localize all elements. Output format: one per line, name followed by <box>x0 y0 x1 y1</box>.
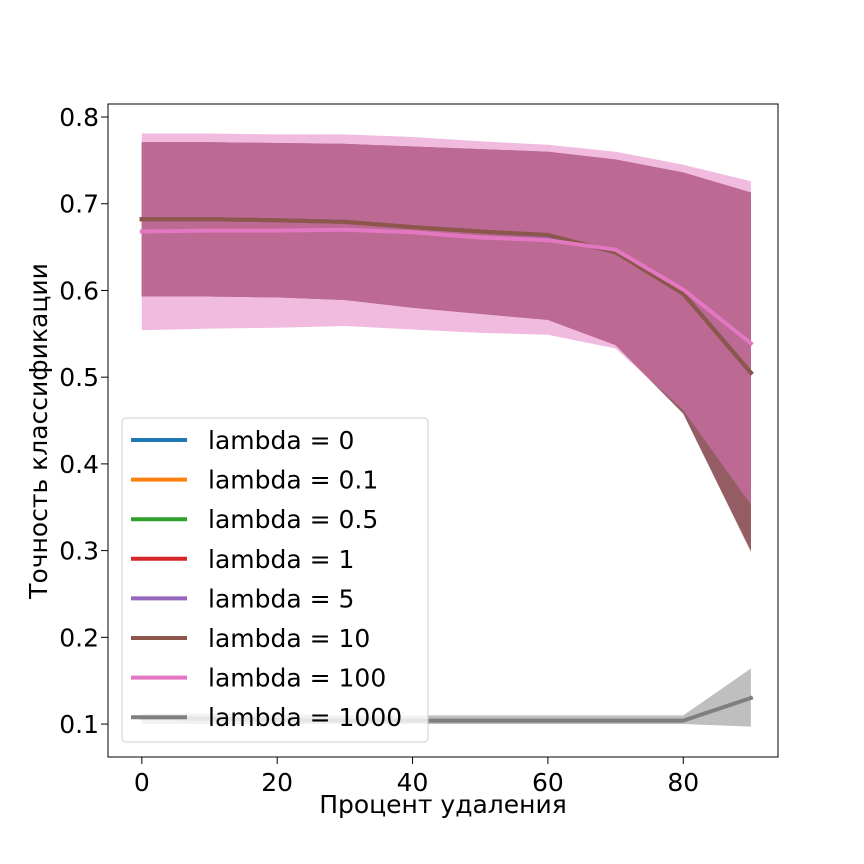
legend: lambda = 0 lambda = 0.1 lambda = 0.5 lambda… <box>121 417 429 743</box>
legend-label-7: lambda = 1000 <box>208 703 402 732</box>
y-tick-label: 0.1 <box>59 710 99 739</box>
series-lines <box>139 217 754 723</box>
line-series-6 <box>139 227 754 347</box>
line-series-5 <box>139 217 754 376</box>
x-axis-label: Процент удаления <box>319 790 567 819</box>
y-tick-label: 0.4 <box>59 450 99 479</box>
y-tick-label: 0.6 <box>59 276 99 305</box>
legend-label-6: lambda = 100 <box>208 664 386 693</box>
x-tick-label: 20 <box>261 768 293 797</box>
plot-frame <box>107 103 779 758</box>
y-axis-label: Точность классификации <box>24 263 53 600</box>
legend-label-3: lambda = 1 <box>208 545 354 574</box>
confidence-bands <box>141 133 751 727</box>
legend-label-4: lambda = 5 <box>208 584 354 613</box>
x-tick-label: 60 <box>532 768 564 797</box>
legend-label-2: lambda = 0.5 <box>208 505 378 534</box>
legend-box <box>121 417 429 743</box>
x-tick-label: 40 <box>397 768 429 797</box>
y-tick-label: 0.5 <box>59 363 99 392</box>
band-series-6 <box>141 133 751 505</box>
x-axis-ticks: 0 20 40 60 80 <box>134 757 699 797</box>
x-tick-label: 80 <box>667 768 699 797</box>
y-tick-label: 0.2 <box>59 623 99 652</box>
y-tick-label: 0.8 <box>59 103 99 132</box>
y-axis-ticks: 0.1 0.2 0.3 0.4 0.5 0.6 0.7 0.8 <box>59 103 108 739</box>
y-tick-label: 0.7 <box>59 190 99 219</box>
legend-label-0: lambda = 0 <box>208 426 354 455</box>
x-tick-label: 0 <box>134 768 150 797</box>
legend-label-1: lambda = 0.1 <box>208 466 378 495</box>
legend-label-5: lambda = 10 <box>208 624 370 653</box>
y-tick-label: 0.3 <box>59 537 99 566</box>
